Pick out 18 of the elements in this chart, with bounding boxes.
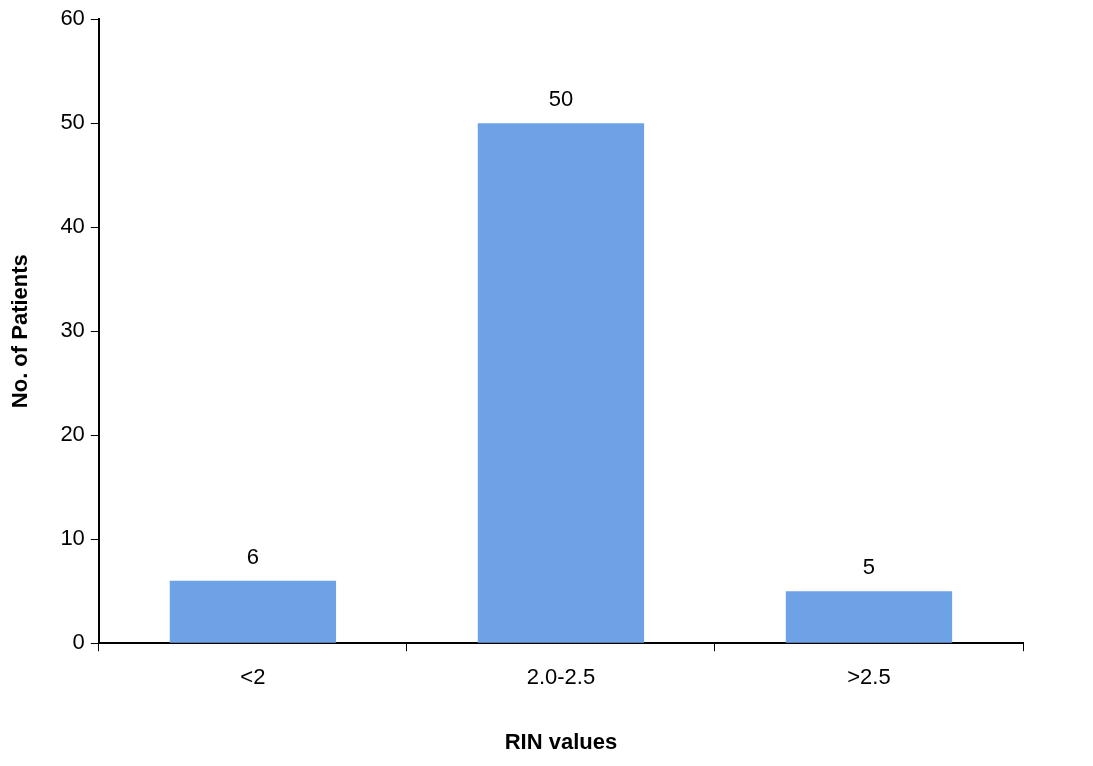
x-tick-label: <2 xyxy=(240,664,266,690)
bar xyxy=(785,591,953,643)
x-tick-label: >2.5 xyxy=(847,664,891,690)
data-label: 5 xyxy=(862,554,876,580)
x-tick-label: 2.0-2.5 xyxy=(526,664,596,690)
data-label: 6 xyxy=(246,543,260,569)
data-label: 50 xyxy=(548,86,574,112)
y-tick-label: 30 xyxy=(60,317,85,343)
bar xyxy=(477,123,645,643)
y-tick-label: 60 xyxy=(60,5,85,31)
y-tick-label: 0 xyxy=(72,629,85,655)
x-axis-title: RIN values xyxy=(504,728,618,754)
bar xyxy=(169,580,337,643)
y-axis-title: No. of Patients xyxy=(7,254,33,409)
y-tick-label: 40 xyxy=(60,213,85,239)
y-tick-label: 20 xyxy=(60,421,85,447)
y-tick-label: 50 xyxy=(60,109,85,135)
y-tick-label: 10 xyxy=(60,525,85,551)
